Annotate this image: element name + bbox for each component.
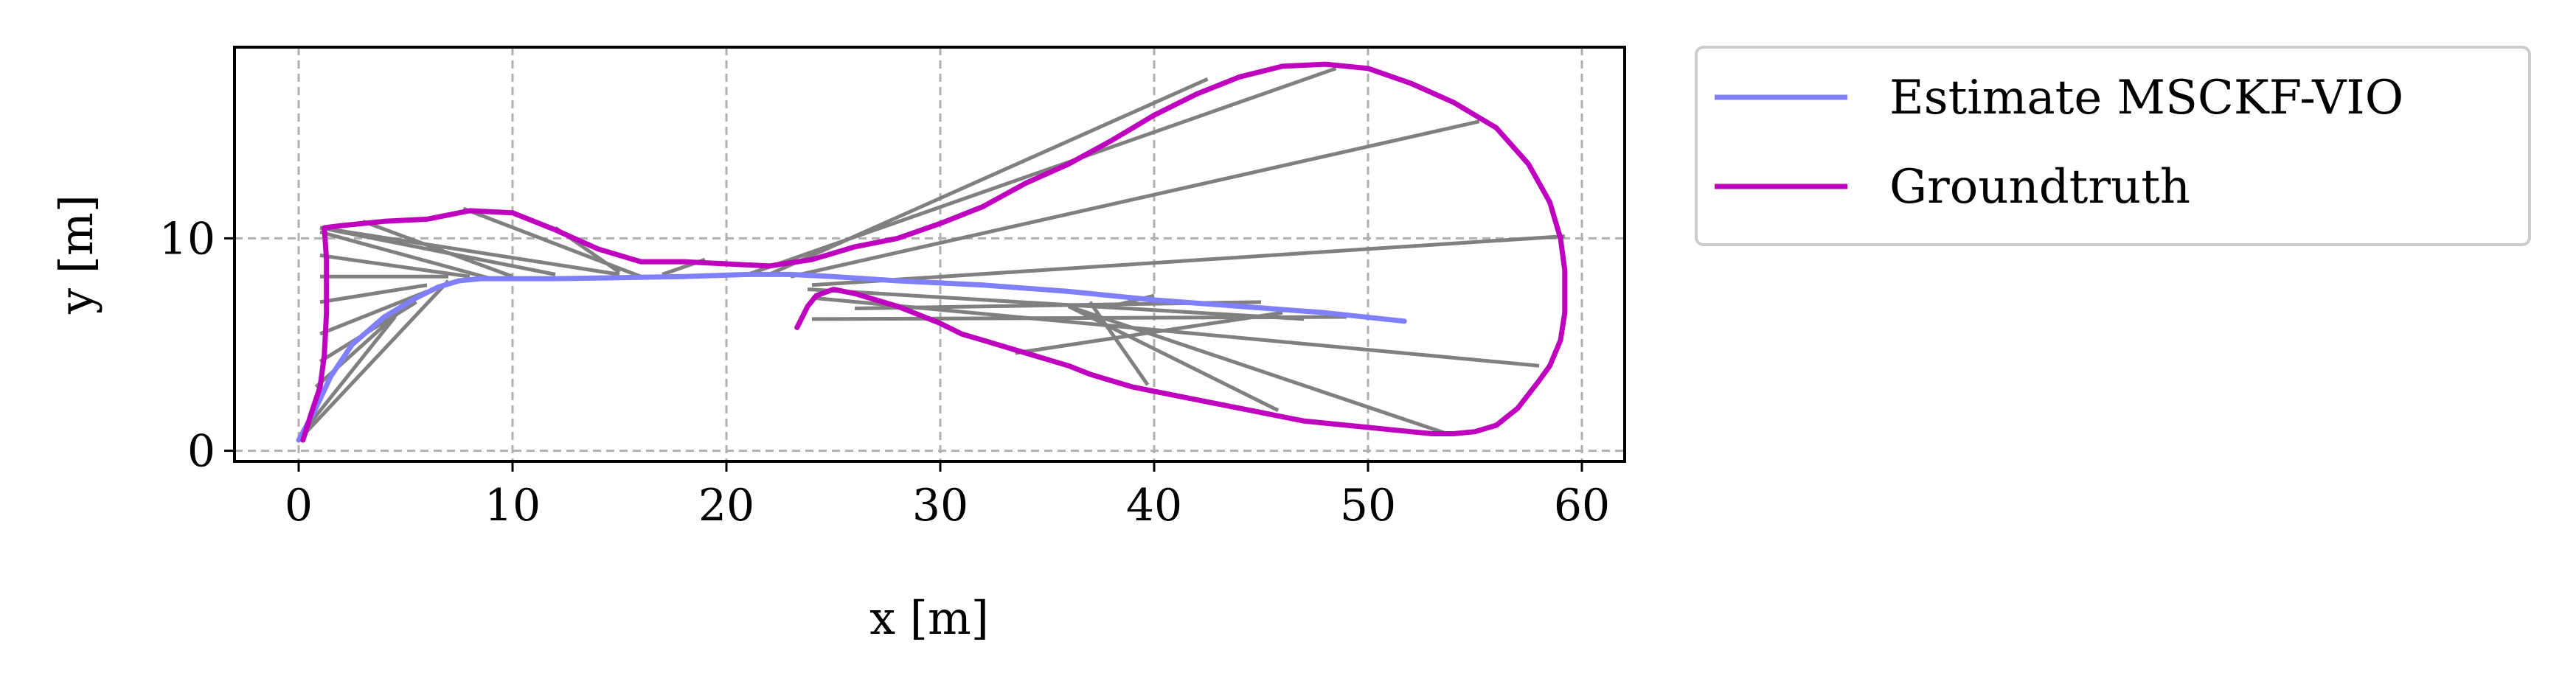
correspondence-line [1088,301,1150,386]
correspondence-line [297,279,450,441]
axis-ticks: 0 10 20 30 40 50 60 0 10 [159,213,1611,531]
correspondence-lines [297,66,1565,441]
y-axis-label: y [m] [49,195,103,315]
x-tick-label: 20 [698,480,754,531]
correspondence-line [811,296,1540,368]
correspondence-line [790,119,1480,279]
correspondence-line [319,226,620,276]
correspondence-line [319,253,471,279]
x-tick-label: 30 [912,480,968,531]
x-tick-label: 0 [285,480,313,531]
x-tick-label: 60 [1554,480,1610,531]
series-line-estimate [296,271,1407,443]
correspondence-line [362,219,513,279]
y-tick-label: 10 [159,213,215,265]
correspondence-line [811,315,1347,321]
legend-label-groundtruth: Groundtruth [1889,160,2190,214]
x-axis-label: x [m] [869,591,989,645]
legend-box [1695,46,2531,246]
correspondence-line [319,290,428,336]
x-tick-label: 10 [485,480,541,531]
grid-lines [235,47,1625,461]
correspondence-line [811,234,1565,287]
series-line-groundtruth [300,61,1568,443]
correspondence-line [303,315,397,431]
x-tick-label: 50 [1340,480,1396,531]
series-lines [296,61,1568,443]
legend: Estimate MSCKF-VIO Groundtruth [1695,46,2531,246]
plot-frame [233,46,1626,463]
x-tick-label: 40 [1126,480,1182,531]
correspondence-line [1068,304,1448,436]
correspondence-line [319,283,428,304]
correspondence-line [319,230,492,281]
y-tick-label: 0 [187,426,215,478]
correspondence-line [768,77,1209,276]
legend-label-estimate: Estimate MSCKF-VIO [1889,71,2403,125]
